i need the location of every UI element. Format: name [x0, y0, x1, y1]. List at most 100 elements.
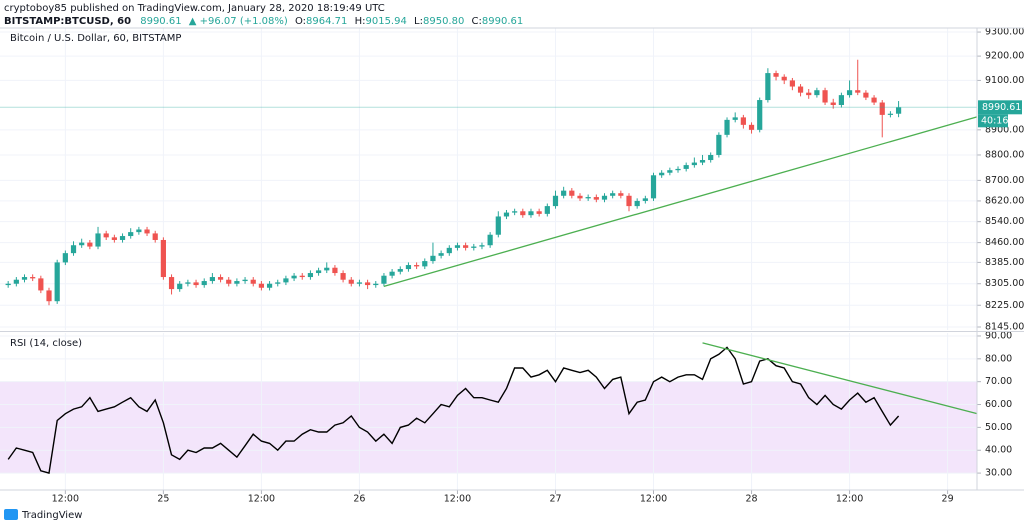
candle-body	[234, 281, 240, 284]
y-tick-label: 8620.00	[985, 195, 1024, 206]
x-tick-label: 12:00	[444, 494, 471, 505]
last-price-box	[978, 100, 1022, 115]
x-tick-label: 12:00	[52, 494, 79, 505]
candle-body	[356, 282, 363, 284]
candle-body	[275, 282, 281, 284]
candle-body	[765, 73, 771, 101]
candle-body	[119, 236, 126, 240]
ohlc-value: 8950.80	[423, 16, 464, 27]
candle-body	[430, 255, 436, 262]
candle-body	[699, 160, 706, 163]
candle-body	[87, 242, 93, 247]
candle-body	[373, 283, 379, 286]
y-tick-label: 9200.00	[985, 51, 1024, 62]
candle-body	[144, 229, 150, 234]
candle-body	[708, 154, 714, 161]
y-tick-label: 40.00	[985, 445, 1012, 456]
candle-body	[830, 102, 836, 105]
candle-body	[593, 197, 599, 200]
y-tick-label: 80.00	[985, 353, 1012, 364]
candle-body	[160, 239, 166, 278]
y-tick-label: 8700.00	[985, 175, 1024, 186]
candle-body	[332, 267, 338, 274]
candle-body	[585, 197, 591, 199]
ohlc-value: 8990.61	[482, 16, 523, 27]
candle-body	[226, 279, 232, 284]
y-tick-label: 8305.00	[985, 278, 1024, 289]
candle-body	[152, 233, 158, 240]
countdown-label: 40:16	[981, 115, 1008, 126]
candle-body	[136, 229, 142, 233]
candle-body	[577, 195, 583, 199]
brand: TradingView	[21, 510, 82, 521]
candle-body	[683, 165, 689, 169]
rsi-line	[7, 346, 900, 474]
y-tick-label: 8460.00	[985, 237, 1024, 248]
candle-body	[128, 232, 134, 237]
candle-body	[822, 90, 828, 103]
candle-body	[610, 193, 616, 196]
candle-body	[471, 246, 477, 248]
candle-body	[650, 175, 657, 199]
candle-body	[283, 278, 289, 283]
candle-body	[634, 200, 640, 207]
candle-body	[495, 216, 501, 235]
candle-body	[168, 277, 175, 290]
candle-body	[528, 211, 534, 216]
y-tick-label: 70.00	[985, 376, 1012, 387]
candle-body	[520, 211, 526, 216]
candle-body	[103, 233, 109, 238]
candle-body	[193, 282, 199, 286]
candle-body	[838, 95, 844, 105]
x-tick-label: 25	[157, 494, 169, 505]
candle-body	[871, 97, 877, 103]
candle-body	[5, 283, 11, 286]
candle-body	[21, 277, 28, 280]
panels: 9300.00 9200.00 9100.00 8900.00 8800.00 8700.…	[0, 27, 1024, 505]
y-tick-label: 60.00	[985, 399, 1012, 410]
candle-body	[46, 290, 52, 302]
x-tick-label: 27	[549, 494, 561, 505]
trend-line	[702, 342, 978, 415]
candle-body	[209, 277, 215, 282]
y-tick-label: 8145.00	[985, 321, 1024, 332]
candle-body	[217, 277, 224, 280]
candle-body	[601, 195, 608, 200]
candle-body	[512, 211, 518, 213]
candle-body	[438, 253, 444, 256]
candle-body	[79, 242, 85, 246]
candle-body	[855, 90, 861, 93]
last-price-label: 8990.61	[982, 102, 1021, 113]
ohlc-label: L:	[414, 16, 423, 27]
candle-body	[13, 279, 19, 284]
candle-body	[618, 193, 624, 196]
ohlc-label: C:	[472, 16, 482, 27]
symbol: BITSTAMP:BTCUSD, 60	[4, 16, 131, 27]
change: ▲ +96.07 (+1.08%)	[189, 16, 288, 27]
y-tick-label: 8900.00	[985, 124, 1024, 135]
candle-body	[348, 279, 354, 284]
candle-body	[757, 100, 763, 130]
candle-body	[111, 237, 117, 240]
candle-body	[552, 195, 559, 207]
candle-body	[740, 117, 746, 125]
y-tick-label: 8540.00	[985, 216, 1024, 227]
x-tick-label: 26	[353, 494, 365, 505]
rsi-title: RSI (14, close)	[10, 338, 82, 349]
y-tick-label: 50.00	[985, 422, 1012, 433]
x-tick-label: 12:00	[836, 494, 863, 505]
candle-body	[381, 275, 387, 284]
candle-body	[487, 234, 493, 246]
candle-body	[773, 73, 779, 77]
candle-body	[38, 278, 44, 291]
chart-title: Bitcoin / U.S. Dollar, 60, BITSTAMP	[10, 33, 181, 44]
candle-body	[895, 107, 902, 114]
y-tick-label: 30.00	[985, 468, 1012, 479]
candle-body	[414, 265, 420, 267]
candle-body	[724, 119, 730, 135]
ohlc-label: H:	[355, 16, 366, 27]
candle-body	[789, 80, 795, 87]
candle-body	[95, 233, 101, 247]
x-tick-label: 12:00	[640, 494, 667, 505]
